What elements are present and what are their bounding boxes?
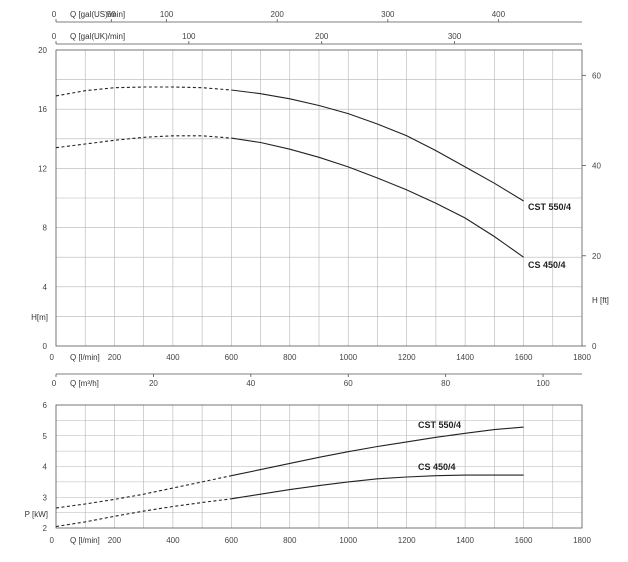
m3h-axis-ticklabel: 60	[344, 379, 353, 388]
head-y-axis-label: H[m]	[31, 313, 48, 322]
top-axis-label-1: Q [gal(UK)/min]	[70, 32, 125, 41]
head-y-ticklabel: 16	[38, 105, 47, 114]
head-y-ticklabel: 8	[43, 224, 48, 233]
power-curve-0	[231, 426, 524, 477]
power-x-origin-label: 0	[50, 536, 55, 545]
head-frame	[55, 49, 583, 347]
head-x-ticklabel: 1200	[398, 353, 416, 362]
power-x-ticklabel: 1000	[339, 536, 357, 545]
power-x-ticklabel: 1400	[456, 536, 474, 545]
head-curve-label-1: CS 450/4	[528, 260, 566, 270]
top-axis-ticklabel-0: 300	[381, 10, 395, 19]
head-right-ticklabel: 60	[592, 71, 601, 80]
m3h-axis-ticklabel: 0	[52, 379, 57, 388]
power-frame	[55, 404, 583, 529]
m3h-axis-ticklabel: 100	[536, 379, 550, 388]
head-x-origin-label: 0	[50, 353, 55, 362]
m3h-axis-label: Q [m³/h]	[70, 379, 99, 388]
head-right-ticklabel: 0	[592, 342, 597, 351]
top-axis-ticklabel-1: 100	[182, 32, 196, 41]
head-y-ticklabel: 0	[43, 342, 48, 351]
head-x-ticklabel: 400	[166, 353, 180, 362]
power-curve-dashed-1	[55, 498, 232, 528]
power-curve-dashed-0	[55, 475, 232, 509]
power-y-ticklabel: 2	[43, 524, 48, 533]
power-curve-label-0: CST 550/4	[418, 420, 461, 430]
top-axis-ticklabel-1: 200	[315, 32, 329, 41]
head-x-ticklabel: 1800	[573, 353, 591, 362]
head-y-ticklabel: 12	[38, 164, 47, 173]
power-x-ticklabel: 600	[225, 536, 239, 545]
head-y-ticklabel: 20	[38, 46, 47, 55]
power-x-ticklabel: 1800	[573, 536, 591, 545]
head-x-ticklabel: 1400	[456, 353, 474, 362]
top-axis-ticklabel-0: 400	[492, 10, 506, 19]
head-curve-dashed-1	[55, 135, 232, 149]
head-curve-1	[231, 137, 524, 258]
top-axis-ticklabel-0: 50	[107, 10, 116, 19]
power-curve-1	[231, 474, 524, 500]
top-axis-ticklabel-0: 100	[160, 10, 174, 19]
top-axis-label-0: Q [gal(US)/min]	[70, 10, 125, 19]
head-curve-0	[231, 89, 524, 202]
head-x-axis-label: Q [l/min]	[70, 353, 100, 362]
head-x-ticklabel: 1000	[339, 353, 357, 362]
m3h-axis-ticklabel: 40	[246, 379, 255, 388]
head-right-axis-label: H [ft]	[592, 296, 609, 305]
head-x-ticklabel: 800	[283, 353, 297, 362]
head-curve-dashed-0	[55, 86, 232, 97]
head-x-ticklabel: 600	[225, 353, 239, 362]
top-axis-ticklabel-1: 0	[52, 32, 57, 41]
power-x-ticklabel: 1200	[398, 536, 416, 545]
head-x-ticklabel: 200	[108, 353, 122, 362]
power-x-ticklabel: 800	[283, 536, 297, 545]
top-axis-ticklabel-1: 300	[448, 32, 462, 41]
head-curve-label-0: CST 550/4	[528, 202, 571, 212]
power-x-ticklabel: 400	[166, 536, 180, 545]
power-y-ticklabel: 3	[43, 493, 48, 502]
power-x-axis-label: Q [l/min]	[70, 536, 100, 545]
top-axis-ticklabel-0: 0	[52, 10, 57, 19]
power-y-axis-label: P [kW]	[25, 510, 48, 519]
head-x-ticklabel: 1600	[515, 353, 533, 362]
head-right-ticklabel: 40	[592, 162, 601, 171]
power-x-ticklabel: 1600	[515, 536, 533, 545]
head-y-ticklabel: 4	[43, 283, 48, 292]
m3h-axis-ticklabel: 80	[441, 379, 450, 388]
power-y-ticklabel: 5	[43, 432, 48, 441]
power-y-ticklabel: 4	[43, 463, 48, 472]
m3h-axis-ticklabel: 20	[149, 379, 158, 388]
top-axis-ticklabel-0: 200	[271, 10, 285, 19]
head-right-ticklabel: 20	[592, 252, 601, 261]
power-curve-label-1: CS 450/4	[418, 462, 456, 472]
power-y-ticklabel: 6	[43, 401, 48, 410]
power-x-ticklabel: 200	[108, 536, 122, 545]
